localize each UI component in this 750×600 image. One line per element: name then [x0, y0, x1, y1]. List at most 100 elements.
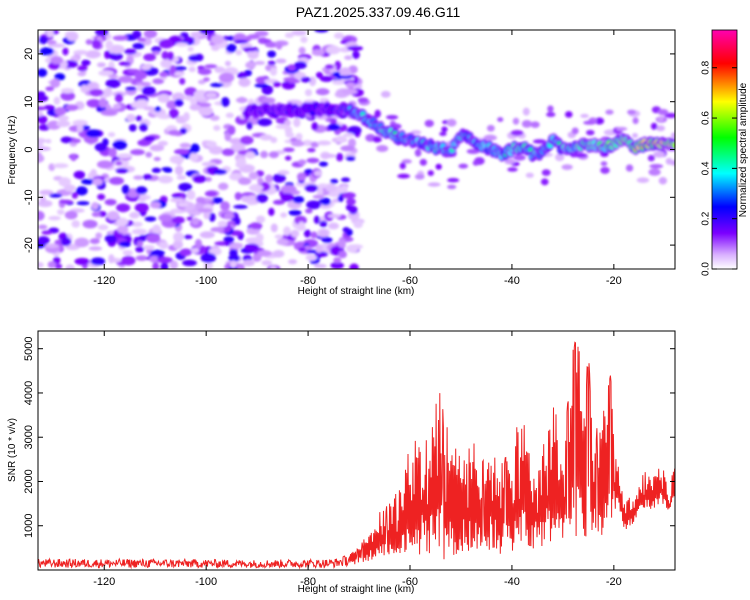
- heatmap-cell: [310, 231, 318, 239]
- heatmap-cell: [186, 189, 196, 200]
- heatmap-cell: [616, 126, 628, 131]
- heatmap-cell: [71, 138, 81, 144]
- heatmap-cell: [342, 227, 350, 233]
- heatmap-cell: [349, 263, 359, 269]
- heatmap-cell: [272, 81, 281, 88]
- heatmap-cell: [670, 132, 675, 139]
- heatmap-cell: [112, 103, 122, 110]
- heatmap-cell: [665, 157, 673, 165]
- heatmap-cell: [441, 126, 448, 133]
- heatmap-cell: [73, 170, 86, 179]
- heatmap-cell: [270, 223, 278, 233]
- x-tick-label: -20: [606, 275, 622, 287]
- heatmap-cell: [143, 30, 158, 39]
- heatmap-cell: [245, 61, 257, 69]
- heatmap-cell: [97, 193, 106, 201]
- heatmap-cell: [197, 79, 206, 85]
- heatmap-cell: [300, 76, 311, 83]
- heatmap-cell: [315, 88, 330, 96]
- heatmap-cell: [530, 121, 540, 129]
- heatmap-cell: [135, 246, 145, 253]
- heatmap-cell: [171, 216, 185, 224]
- heatmap-cell: [547, 105, 554, 113]
- heatmap-cell: [117, 225, 129, 234]
- heatmap-cell: [585, 129, 595, 136]
- heatmap-cell: [168, 108, 179, 119]
- heatmap-cell: [483, 134, 497, 141]
- heatmap-cell: [94, 30, 109, 37]
- heatmap-cell: [315, 71, 324, 79]
- heatmap-cell: [333, 257, 342, 264]
- heatmap-cell: [313, 263, 327, 269]
- heatmap-cell: [540, 178, 549, 186]
- heatmap-cell: [160, 262, 169, 269]
- heatmap-cell: [38, 94, 49, 102]
- heatmap-cell: [154, 106, 162, 112]
- heatmap-cell: [171, 92, 186, 102]
- heatmap-cell: [347, 45, 364, 51]
- heatmap-cell: [605, 109, 614, 115]
- heatmap-cell: [424, 119, 434, 128]
- heatmap-cell: [333, 32, 345, 39]
- y-tick-label: 10: [23, 96, 35, 108]
- heatmap-cell: [285, 132, 295, 138]
- heatmap-cell: [249, 184, 264, 192]
- heatmap-cell: [255, 233, 264, 242]
- heatmap-cell: [647, 154, 655, 162]
- heatmap-cell: [276, 238, 289, 246]
- heatmap-cell: [184, 95, 194, 101]
- heatmap-cell: [246, 200, 256, 206]
- heatmap-cell: [376, 144, 389, 152]
- heatmap-cell: [259, 134, 273, 141]
- heatmap-cell: [38, 68, 48, 77]
- heatmap-cell: [137, 37, 147, 42]
- heatmap-cell: [234, 217, 241, 226]
- heatmap-cell: [38, 137, 47, 144]
- heatmap-cell: [38, 224, 48, 230]
- heatmap-cell: [357, 97, 369, 103]
- heatmap-cell: [513, 154, 526, 161]
- heatmap-cell: [636, 177, 650, 183]
- heatmap-cell: [339, 67, 351, 76]
- heatmap-cell: [419, 158, 427, 166]
- heatmap-cell: [346, 198, 356, 206]
- colorbar-tick-label: 0.0: [701, 262, 712, 276]
- heatmap-cell: [139, 123, 148, 132]
- heatmap-cell: [108, 147, 117, 158]
- heatmap-cell: [179, 142, 191, 149]
- heatmap-cell: [312, 194, 325, 199]
- heatmap-cell: [195, 196, 206, 203]
- heatmap-cell: [152, 262, 160, 269]
- heatmap-cell: [90, 257, 106, 266]
- heatmap-cell: [287, 79, 301, 84]
- heatmap-cell: [414, 173, 425, 180]
- heatmap-cell: [136, 240, 144, 247]
- heatmap-cell: [305, 254, 318, 261]
- heatmap-cell: [225, 43, 237, 53]
- heatmap-cell: [50, 56, 64, 65]
- heatmap-cell: [658, 177, 668, 185]
- heatmap-cell: [352, 50, 360, 59]
- heatmap-cell: [77, 71, 86, 77]
- heatmap-cell: [200, 252, 217, 263]
- heatmap-cell: [132, 30, 142, 40]
- heatmap-cell: [447, 184, 457, 190]
- heatmap-cell: [135, 255, 148, 262]
- heatmap-cell: [282, 147, 295, 153]
- heatmap-cell: [134, 202, 149, 213]
- heatmap-cell: [107, 210, 120, 221]
- heatmap-cell: [66, 31, 79, 42]
- heatmap-cell: [528, 148, 533, 152]
- heatmap-cell: [272, 249, 285, 258]
- heatmap-cell: [653, 151, 666, 158]
- heatmap-cell: [264, 41, 278, 48]
- colorbar-tick-label: 0.4: [701, 161, 712, 175]
- heatmap-cell: [220, 201, 230, 211]
- heatmap-cell: [257, 118, 273, 127]
- heatmap-cell: [346, 244, 359, 253]
- heatmap-cell: [173, 232, 184, 242]
- heatmap-cell: [129, 211, 140, 219]
- heatmap-cell: [118, 241, 131, 248]
- y-tick-label: 1000: [23, 513, 35, 537]
- heatmap-cell: [335, 152, 344, 162]
